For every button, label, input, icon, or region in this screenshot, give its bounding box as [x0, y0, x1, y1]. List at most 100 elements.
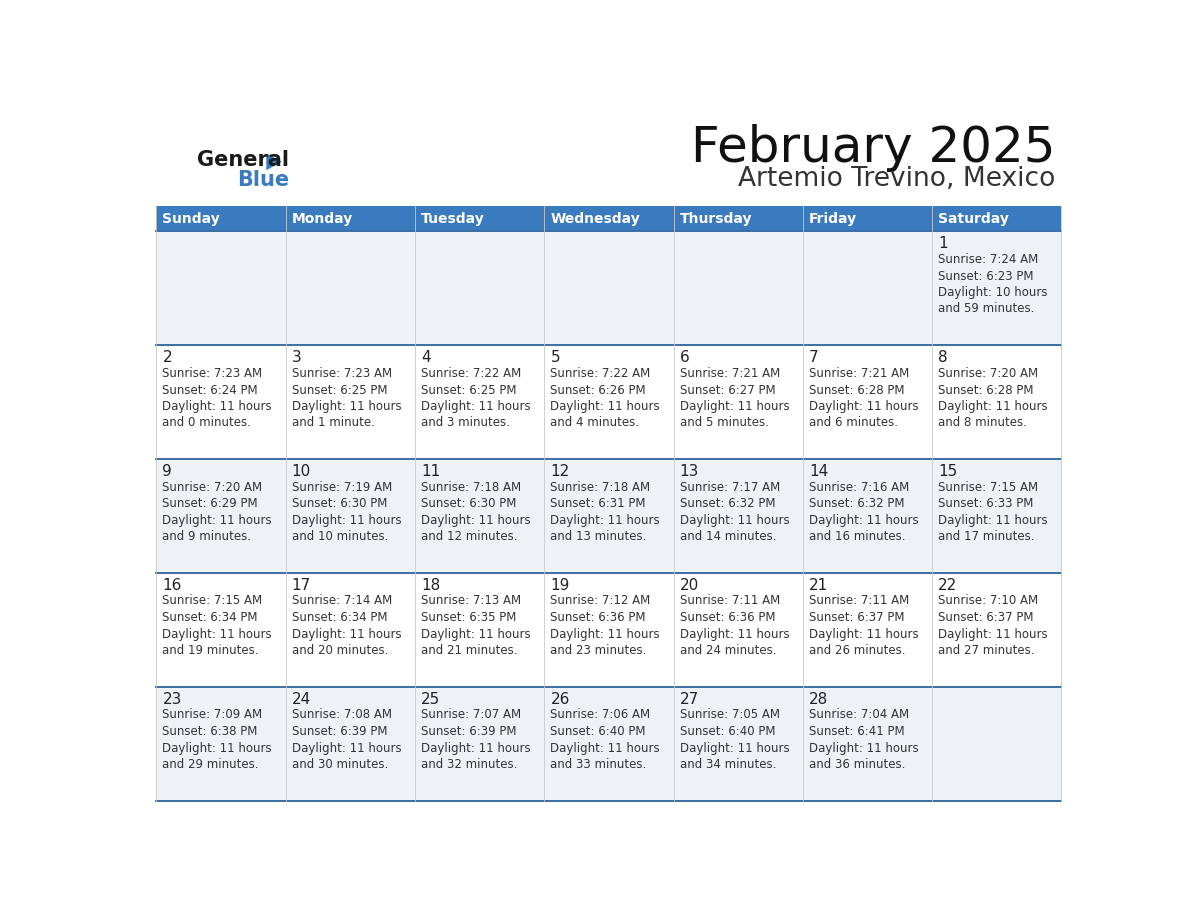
- Text: Sunrise: 7:06 AM: Sunrise: 7:06 AM: [550, 709, 651, 722]
- Bar: [674, 459, 803, 573]
- Text: Daylight: 11 hours: Daylight: 11 hours: [421, 743, 531, 756]
- Text: Blue: Blue: [236, 170, 289, 190]
- Text: 13: 13: [680, 464, 699, 478]
- Text: Sunset: 6:32 PM: Sunset: 6:32 PM: [680, 498, 776, 510]
- Text: and 20 minutes.: and 20 minutes.: [292, 644, 388, 656]
- Bar: [544, 459, 674, 573]
- Text: Thursday: Thursday: [680, 212, 752, 226]
- Text: Sunday: Sunday: [163, 212, 220, 226]
- Text: and 10 minutes.: and 10 minutes.: [292, 530, 388, 543]
- Text: Friday: Friday: [809, 212, 858, 226]
- Text: Sunrise: 7:17 AM: Sunrise: 7:17 AM: [680, 480, 781, 494]
- Text: 17: 17: [292, 577, 311, 592]
- Text: Sunset: 6:28 PM: Sunset: 6:28 PM: [809, 384, 904, 397]
- Text: Sunrise: 7:15 AM: Sunrise: 7:15 AM: [939, 480, 1038, 494]
- Text: Daylight: 11 hours: Daylight: 11 hours: [939, 400, 1048, 413]
- Text: and 1 minute.: and 1 minute.: [292, 416, 374, 429]
- Text: and 19 minutes.: and 19 minutes.: [163, 644, 259, 656]
- Text: Sunrise: 7:19 AM: Sunrise: 7:19 AM: [292, 480, 392, 494]
- Text: Sunrise: 7:21 AM: Sunrise: 7:21 AM: [680, 366, 781, 379]
- Text: Sunrise: 7:18 AM: Sunrise: 7:18 AM: [550, 480, 651, 494]
- Text: Sunset: 6:28 PM: Sunset: 6:28 PM: [939, 384, 1034, 397]
- Text: 26: 26: [550, 691, 570, 707]
- Bar: [285, 459, 415, 573]
- Text: Daylight: 11 hours: Daylight: 11 hours: [939, 628, 1048, 642]
- Text: and 34 minutes.: and 34 minutes.: [680, 757, 776, 771]
- Bar: [415, 345, 544, 459]
- Text: Wednesday: Wednesday: [550, 212, 640, 226]
- Text: 10: 10: [292, 464, 311, 478]
- Text: Sunrise: 7:18 AM: Sunrise: 7:18 AM: [421, 480, 522, 494]
- Bar: [803, 231, 933, 345]
- Text: and 14 minutes.: and 14 minutes.: [680, 530, 776, 543]
- Text: and 26 minutes.: and 26 minutes.: [809, 644, 905, 656]
- Text: 19: 19: [550, 577, 570, 592]
- Bar: [933, 345, 1061, 459]
- Text: Daylight: 11 hours: Daylight: 11 hours: [809, 514, 918, 528]
- Text: General: General: [196, 151, 289, 170]
- Text: 28: 28: [809, 691, 828, 707]
- Text: Sunset: 6:35 PM: Sunset: 6:35 PM: [421, 611, 517, 624]
- Text: Daylight: 11 hours: Daylight: 11 hours: [809, 628, 918, 642]
- Text: Sunset: 6:39 PM: Sunset: 6:39 PM: [421, 725, 517, 738]
- Text: and 33 minutes.: and 33 minutes.: [550, 757, 646, 771]
- Text: and 12 minutes.: and 12 minutes.: [421, 530, 518, 543]
- Text: Daylight: 10 hours: Daylight: 10 hours: [939, 286, 1048, 299]
- Text: Sunset: 6:40 PM: Sunset: 6:40 PM: [680, 725, 776, 738]
- Text: and 27 minutes.: and 27 minutes.: [939, 644, 1035, 656]
- Text: and 9 minutes.: and 9 minutes.: [163, 530, 252, 543]
- Text: Daylight: 11 hours: Daylight: 11 hours: [939, 514, 1048, 528]
- Text: 27: 27: [680, 691, 699, 707]
- Text: Sunrise: 7:05 AM: Sunrise: 7:05 AM: [680, 709, 779, 722]
- Text: 23: 23: [163, 691, 182, 707]
- Text: Sunrise: 7:23 AM: Sunrise: 7:23 AM: [292, 366, 392, 379]
- Text: 14: 14: [809, 464, 828, 478]
- Text: Daylight: 11 hours: Daylight: 11 hours: [421, 400, 531, 413]
- Text: 2: 2: [163, 350, 172, 364]
- Text: and 4 minutes.: and 4 minutes.: [550, 416, 639, 429]
- Text: Daylight: 11 hours: Daylight: 11 hours: [163, 514, 272, 528]
- Text: Daylight: 11 hours: Daylight: 11 hours: [292, 743, 402, 756]
- Text: Sunset: 6:26 PM: Sunset: 6:26 PM: [550, 384, 646, 397]
- Text: and 21 minutes.: and 21 minutes.: [421, 644, 518, 656]
- Text: Sunrise: 7:22 AM: Sunrise: 7:22 AM: [550, 366, 651, 379]
- Text: 3: 3: [292, 350, 302, 364]
- Bar: [544, 207, 674, 231]
- Text: Sunrise: 7:20 AM: Sunrise: 7:20 AM: [939, 366, 1038, 379]
- Text: Daylight: 11 hours: Daylight: 11 hours: [292, 514, 402, 528]
- Text: Sunrise: 7:16 AM: Sunrise: 7:16 AM: [809, 480, 909, 494]
- Bar: [674, 207, 803, 231]
- Text: Sunrise: 7:11 AM: Sunrise: 7:11 AM: [809, 595, 909, 608]
- Text: 12: 12: [550, 464, 569, 478]
- Text: and 13 minutes.: and 13 minutes.: [550, 530, 646, 543]
- Bar: [415, 573, 544, 687]
- Bar: [157, 687, 285, 800]
- Polygon shape: [266, 153, 282, 170]
- Text: and 29 minutes.: and 29 minutes.: [163, 757, 259, 771]
- Bar: [803, 573, 933, 687]
- Bar: [933, 459, 1061, 573]
- Text: and 0 minutes.: and 0 minutes.: [163, 416, 252, 429]
- Text: Daylight: 11 hours: Daylight: 11 hours: [421, 514, 531, 528]
- Text: 7: 7: [809, 350, 819, 364]
- Text: and 3 minutes.: and 3 minutes.: [421, 416, 510, 429]
- Bar: [157, 231, 285, 345]
- Text: Sunrise: 7:10 AM: Sunrise: 7:10 AM: [939, 595, 1038, 608]
- Text: Sunset: 6:36 PM: Sunset: 6:36 PM: [680, 611, 776, 624]
- Bar: [674, 345, 803, 459]
- Text: Daylight: 11 hours: Daylight: 11 hours: [809, 400, 918, 413]
- Text: Sunset: 6:29 PM: Sunset: 6:29 PM: [163, 498, 258, 510]
- Text: 24: 24: [292, 691, 311, 707]
- Text: Daylight: 11 hours: Daylight: 11 hours: [809, 743, 918, 756]
- Text: Daylight: 11 hours: Daylight: 11 hours: [163, 400, 272, 413]
- Text: Daylight: 11 hours: Daylight: 11 hours: [550, 400, 661, 413]
- Text: Sunset: 6:31 PM: Sunset: 6:31 PM: [550, 498, 646, 510]
- Bar: [415, 231, 544, 345]
- Text: and 23 minutes.: and 23 minutes.: [550, 644, 646, 656]
- Text: Monday: Monday: [292, 212, 353, 226]
- Text: Sunrise: 7:15 AM: Sunrise: 7:15 AM: [163, 595, 263, 608]
- Text: 4: 4: [421, 350, 431, 364]
- Text: Sunrise: 7:22 AM: Sunrise: 7:22 AM: [421, 366, 522, 379]
- Bar: [674, 231, 803, 345]
- Bar: [933, 687, 1061, 800]
